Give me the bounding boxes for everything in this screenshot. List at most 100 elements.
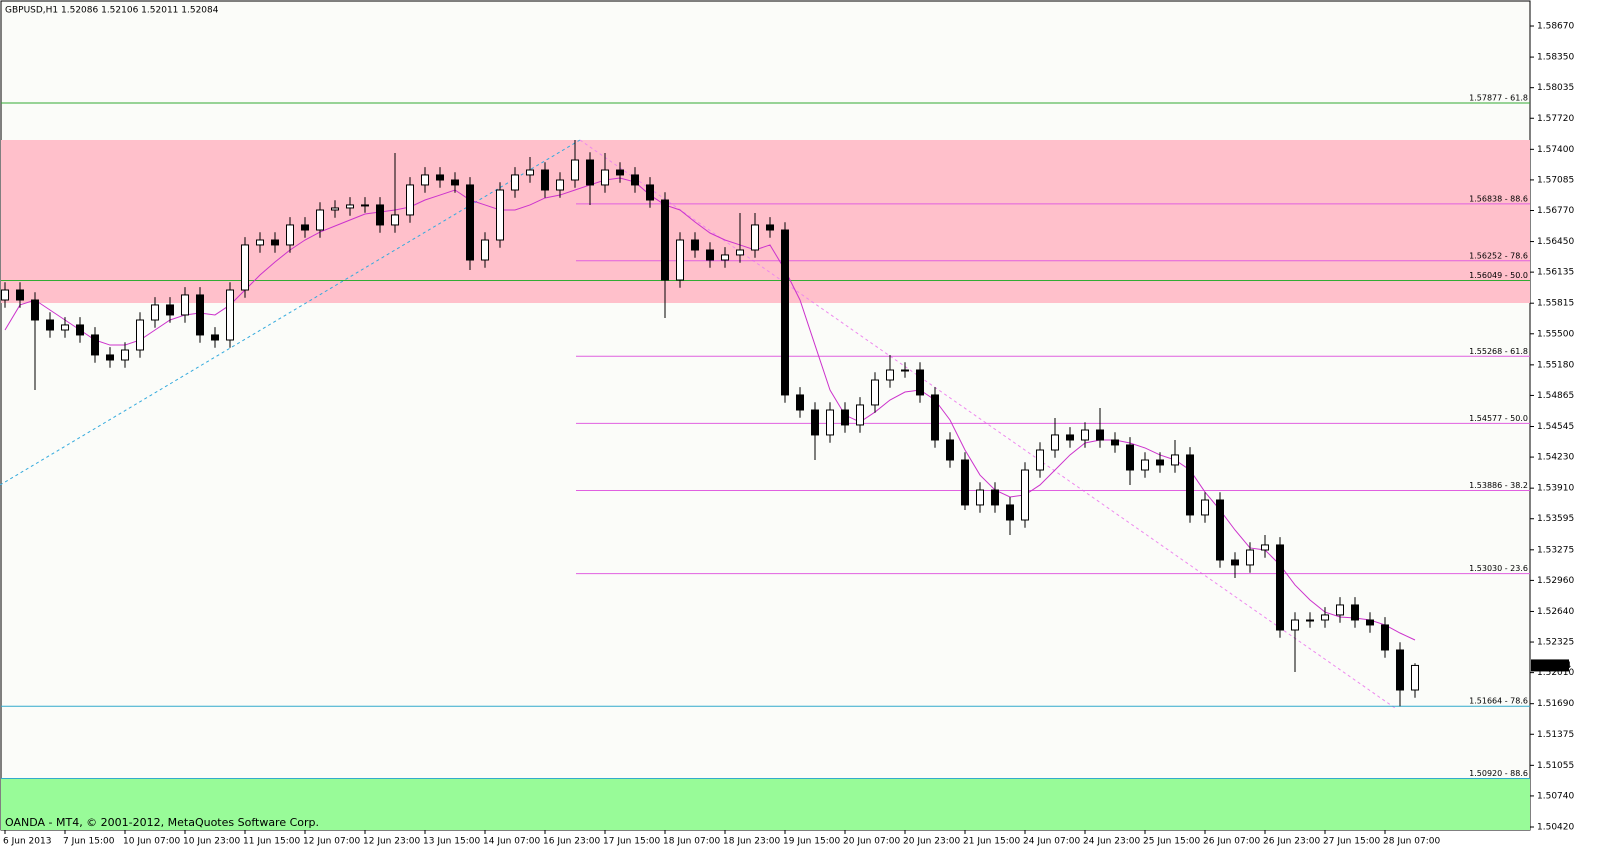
x-tick-label: 11 Jun 15:00 xyxy=(243,837,300,847)
candle-body xyxy=(136,319,144,351)
candle-body xyxy=(916,369,924,396)
candle-body xyxy=(886,369,894,381)
y-tick-label: 1.57400 xyxy=(1537,145,1574,155)
candle-body xyxy=(991,489,999,506)
y-tick-label: 1.51055 xyxy=(1537,761,1574,771)
candle-body xyxy=(691,239,699,251)
candle-body xyxy=(946,439,954,461)
candle-body xyxy=(241,244,249,291)
y-tick-label: 1.50420 xyxy=(1537,822,1574,832)
level-label: 1.56049 - 50.0 xyxy=(1469,271,1528,280)
candle-body xyxy=(841,409,849,426)
x-tick-label: 13 Jun 15:00 xyxy=(423,837,480,847)
candle-body xyxy=(391,214,399,226)
candle-body xyxy=(346,204,354,209)
moving-average xyxy=(4,177,1416,641)
y-tick-label: 1.51690 xyxy=(1537,699,1574,709)
y-tick-label: 1.54230 xyxy=(1537,453,1574,463)
candle-body xyxy=(271,239,279,246)
y-tick-label: 1.58670 xyxy=(1537,22,1574,32)
candle-body xyxy=(1261,544,1269,551)
level-label: 1.55268 - 61.8 xyxy=(1469,347,1528,356)
footer: OANDA - MT4, © 2001-2012, MetaQuotes Sof… xyxy=(5,816,319,829)
y-tick-label: 1.53595 xyxy=(1537,514,1574,524)
candle-body xyxy=(631,174,639,186)
x-tick-label: 7 Jun 15:00 xyxy=(63,837,115,847)
y-tick-label: 1.52960 xyxy=(1537,576,1574,586)
x-tick-label: 18 Jun 07:00 xyxy=(663,837,720,847)
candle-body xyxy=(301,224,309,231)
candle-body xyxy=(736,249,744,256)
candle-body xyxy=(31,299,39,321)
y-tick-label: 1.58035 xyxy=(1537,83,1574,93)
candle-body xyxy=(1321,614,1329,621)
y-tick-label: 1.52640 xyxy=(1537,607,1574,617)
candle-body xyxy=(781,229,789,396)
candle-body xyxy=(601,169,609,186)
candle-body xyxy=(976,489,984,506)
candle-body xyxy=(481,239,489,261)
x-tick-label: 24 Jun 07:00 xyxy=(1023,837,1080,847)
candle-body xyxy=(1291,619,1299,631)
candle-body xyxy=(571,159,579,181)
candle-body xyxy=(121,349,129,361)
candle-body xyxy=(706,249,714,261)
y-tick-label: 1.55180 xyxy=(1537,360,1574,370)
level-label: 1.50920 - 88.6 xyxy=(1469,769,1528,778)
candles xyxy=(1,140,1419,707)
candle-body xyxy=(1081,429,1089,441)
candle-body xyxy=(436,174,444,181)
y-tick-label: 1.50740 xyxy=(1537,791,1574,801)
candle-body xyxy=(421,174,429,186)
candle-body xyxy=(151,304,159,321)
candle-body xyxy=(796,394,804,411)
y-tick-label: 1.54865 xyxy=(1537,391,1574,401)
plot-area xyxy=(0,0,1531,831)
x-tick-label: 10 Jun 07:00 xyxy=(123,837,180,847)
x-tick-label: 17 Jun 15:00 xyxy=(603,837,660,847)
x-tick-label: 14 Jun 07:00 xyxy=(483,837,540,847)
y-tick-label: 1.58350 xyxy=(1537,53,1574,63)
last-price-box xyxy=(1531,659,1569,672)
level-label: 1.53030 - 23.6 xyxy=(1469,564,1528,573)
x-tick-label: 6 Jun 2013 xyxy=(3,837,51,847)
level-label: 1.57877 - 61.8 xyxy=(1469,94,1528,103)
candle-body xyxy=(1,289,9,301)
candle-body xyxy=(1336,604,1344,616)
candle-body xyxy=(1171,454,1179,466)
candle-body xyxy=(766,224,774,231)
y-tick-label: 1.53275 xyxy=(1537,545,1574,555)
candle-body xyxy=(496,189,504,241)
candle-body xyxy=(1126,444,1134,471)
x-tick-label: 16 Jun 23:00 xyxy=(543,837,600,847)
candle-body xyxy=(1096,429,1104,441)
y-tick-label: 1.55815 xyxy=(1537,299,1574,309)
candle-body xyxy=(91,334,99,356)
candle-body xyxy=(661,199,669,281)
zone xyxy=(1,140,1530,304)
y-tick-label: 1.53910 xyxy=(1537,484,1574,494)
candle-body xyxy=(76,324,84,336)
candle-body xyxy=(1036,449,1044,471)
candle-body xyxy=(1006,504,1014,521)
candle-body xyxy=(211,334,219,341)
x-tick-label: 27 Jun 15:00 xyxy=(1323,837,1380,847)
candle-body xyxy=(1366,619,1374,626)
level-label: 1.56838 - 88.6 xyxy=(1469,194,1528,203)
candle-body xyxy=(1186,454,1194,516)
x-tick-label: 20 Jun 07:00 xyxy=(843,837,900,847)
candle-body xyxy=(466,184,474,261)
candle-body xyxy=(406,184,414,216)
zones xyxy=(1,140,1530,830)
candle-body xyxy=(166,304,174,316)
x-tick-label: 12 Jun 23:00 xyxy=(363,837,420,847)
candle-body xyxy=(16,289,24,301)
candle-body xyxy=(1411,664,1419,691)
candle-body xyxy=(616,169,624,176)
x-tick-label: 26 Jun 07:00 xyxy=(1203,837,1260,847)
candle-body xyxy=(646,184,654,201)
candle-body xyxy=(286,224,294,246)
y-tick-label: 1.57720 xyxy=(1537,114,1574,124)
